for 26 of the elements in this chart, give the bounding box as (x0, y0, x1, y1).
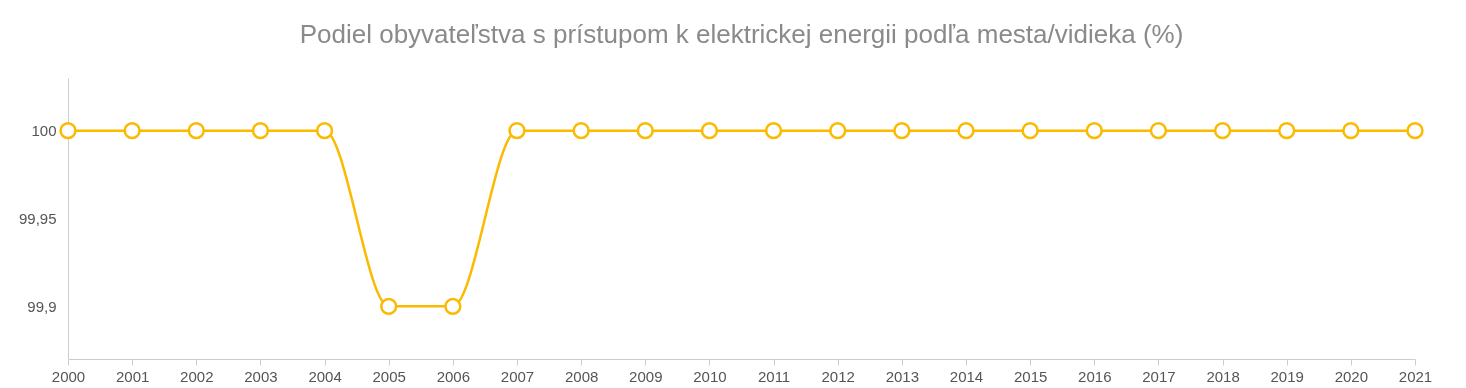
x-tick-label: 2003 (244, 367, 278, 385)
x-tick-label: 2017 (1142, 367, 1176, 385)
x-tick-label: 2015 (1013, 367, 1048, 385)
x-tick-label: 2008 (564, 367, 599, 385)
x-tick-label: 2014 (949, 367, 984, 385)
y-tick-label: 99,95 (18, 210, 57, 227)
x-tick-label: 2001 (115, 367, 150, 385)
x-tick-label: 2000 (51, 367, 86, 385)
x-tick-label: 2005 (372, 367, 406, 385)
x-tick-label: 2002 (180, 367, 214, 385)
x-tick-label: 2007 (500, 367, 535, 385)
x-tick-label: 2018 (1206, 367, 1240, 385)
x-tick-label: 2010 (693, 367, 727, 385)
x-tick-label: 2020 (1334, 367, 1369, 385)
x-tick-label: 2006 (436, 367, 471, 385)
x-tick-label: 2021 (1398, 367, 1433, 385)
x-tick-label: 2013 (885, 367, 920, 385)
x-tick-label: 2011 (757, 367, 791, 385)
x-tick-label: 2019 (1270, 367, 1304, 385)
x-tick-label: 2012 (821, 367, 855, 385)
chart-title: Podiel obyvateľstva s prístupom k elektrickej energii podľa mesta/vidieka (%) (299, 19, 1184, 49)
y-tick-label: 99,9 (27, 297, 57, 315)
y-tick-label: 100 (31, 122, 57, 140)
x-tick-label: 2004 (308, 367, 342, 385)
x-tick-label: 2016 (1078, 367, 1112, 385)
x-tick-label: 2009 (629, 367, 663, 385)
